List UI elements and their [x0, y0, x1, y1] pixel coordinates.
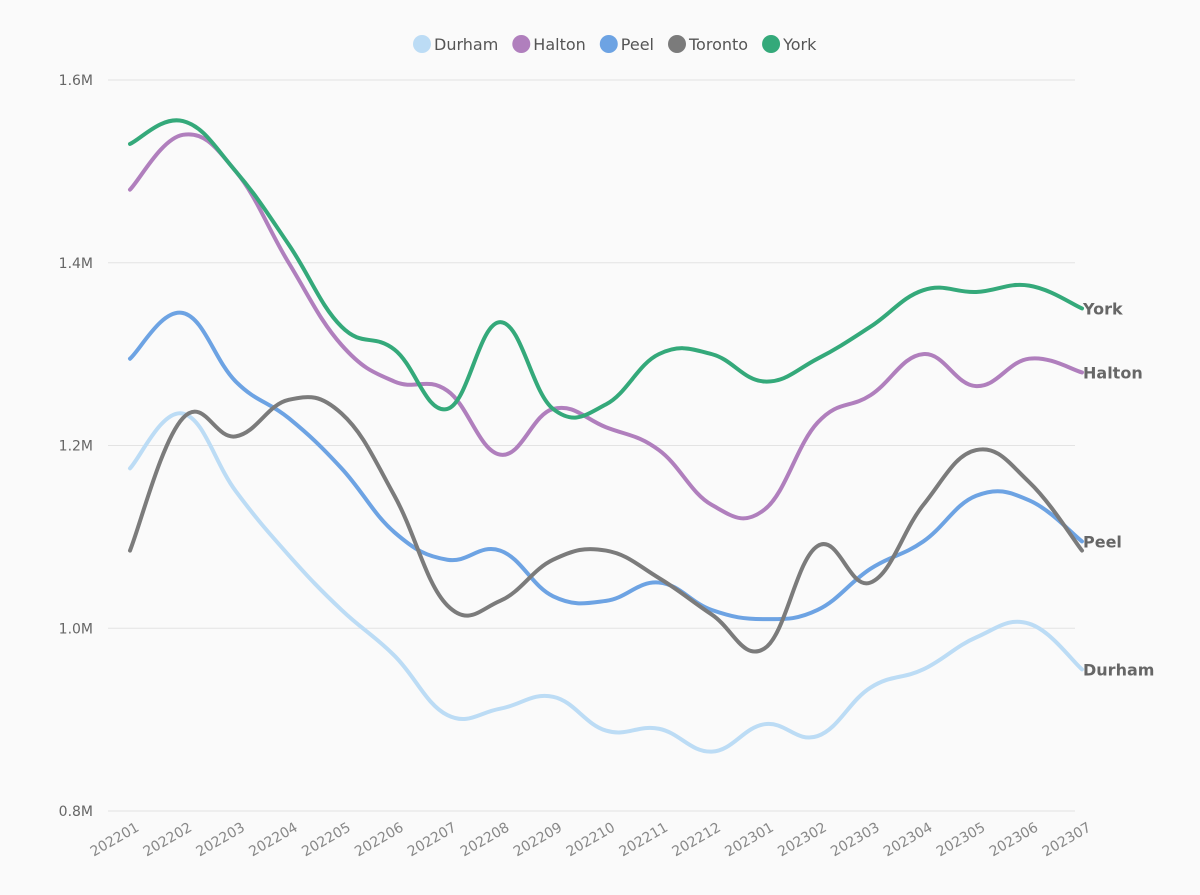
legend-marker [762, 35, 781, 53]
x-tick-label: 202302 [775, 820, 829, 861]
y-tick-label: 1.0M [59, 621, 93, 637]
y-tick-label: 0.8M [59, 804, 93, 820]
legend-marker [668, 35, 686, 53]
y-tick-label: 1.4M [59, 256, 93, 272]
legend-marker [512, 35, 531, 53]
x-tick-label: 202202 [141, 820, 195, 861]
y-tick-label: 1.6M [59, 73, 93, 89]
x-tick-label: 202305 [934, 820, 988, 861]
x-tick-label: 202303 [828, 820, 882, 861]
x-tick-label: 202203 [193, 820, 247, 861]
legend-item-peel[interactable]: Peel [599, 35, 654, 54]
x-tick-label: 202306 [987, 820, 1041, 861]
end-label-halton: Halton [1083, 363, 1143, 382]
legend-item-halton[interactable]: Halton [512, 35, 586, 54]
x-axis-ticks: 2022012022022022032022042022052022062022… [88, 820, 1094, 861]
series-lines [128, 118, 1084, 754]
x-tick-label: 202304 [881, 820, 935, 861]
end-label-peel: Peel [1083, 532, 1122, 551]
x-tick-label: 202307 [1040, 820, 1094, 861]
x-tick-label: 202208 [458, 820, 512, 861]
legend-label: Durham [434, 35, 498, 54]
x-tick-label: 202212 [669, 820, 723, 861]
legend-item-york[interactable]: York [762, 35, 817, 54]
legend-marker [599, 35, 618, 53]
legend-label: Peel [621, 35, 654, 54]
legend-item-toronto[interactable]: Toronto [668, 35, 748, 54]
x-tick-label: 202205 [299, 820, 353, 861]
y-tick-label: 1.2M [59, 439, 93, 455]
legend-label: York [782, 35, 817, 54]
series-line-toronto [128, 395, 1084, 654]
series-end-labels: Durham Halton Peel York [1082, 299, 1154, 679]
x-tick-label: 202211 [617, 820, 671, 861]
legend-marker [413, 35, 431, 53]
legend-label: Halton [533, 35, 585, 54]
x-tick-label: 202206 [352, 820, 406, 861]
legend-label: Toronto [688, 35, 748, 54]
series-line-halton [128, 132, 1084, 521]
legend-item-durham[interactable]: Durham [413, 35, 498, 54]
series-line-durham [128, 411, 1084, 754]
gridlines [108, 79, 1075, 812]
x-tick-label: 202204 [246, 820, 300, 861]
x-tick-label: 202207 [405, 820, 459, 861]
y-axis-ticks: 0.8M 1.0M 1.2M 1.4M 1.6M [59, 73, 93, 820]
x-tick-label: 202301 [722, 820, 776, 861]
legend: Durham Halton Peel Toronto York [413, 35, 817, 54]
end-label-york: York [1082, 299, 1123, 318]
series-line-peel [128, 310, 1084, 622]
x-tick-label: 202201 [88, 820, 142, 861]
x-tick-label: 202210 [564, 820, 618, 861]
series-line-york [128, 118, 1084, 420]
x-tick-label: 202209 [511, 820, 565, 861]
end-label-durham: Durham [1083, 660, 1154, 679]
